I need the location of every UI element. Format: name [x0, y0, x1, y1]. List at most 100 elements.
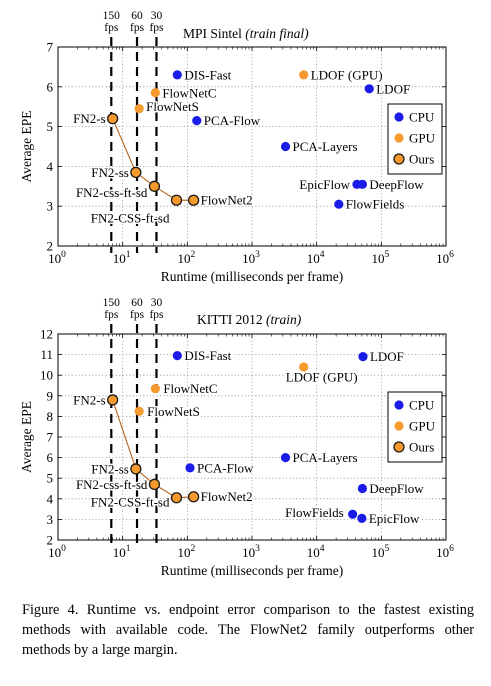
- x-tick-label: 103: [242, 544, 260, 560]
- x-tick-label: 104: [307, 544, 325, 560]
- data-point: [192, 116, 202, 126]
- fps-marker-value: 30: [151, 297, 163, 309]
- data-point: [357, 513, 367, 523]
- legend-marker: [393, 153, 405, 165]
- fps-marker-value: 30: [151, 10, 163, 22]
- y-tick-label: 5: [47, 471, 54, 486]
- fps-marker-unit: fps: [149, 309, 164, 321]
- data-point: [106, 112, 119, 125]
- y-tick-label: 3: [47, 199, 54, 214]
- point-label: DIS-Fast: [184, 348, 231, 363]
- point-label: EpicFlow: [369, 511, 420, 526]
- point-label: FN2-s: [73, 392, 106, 407]
- data-point: [364, 84, 374, 94]
- x-tick-label: 106: [436, 544, 454, 560]
- x-tick-label: 101: [113, 544, 131, 560]
- point-label: FN2-css-ft-sd: [76, 185, 148, 200]
- data-point: [357, 179, 368, 189]
- y-tick-label: 11: [40, 347, 53, 362]
- fps-marker-value: 60: [131, 10, 143, 22]
- y-tick-label: 7: [47, 430, 54, 445]
- legend-marker: [394, 112, 404, 122]
- x-axis-label: Runtime (milliseconds per frame): [161, 563, 344, 578]
- y-tick-label: 3: [47, 512, 54, 527]
- data-point: [134, 406, 144, 416]
- data-point: [357, 483, 368, 494]
- data-point: [172, 351, 182, 361]
- fps-marker-unit: fps: [104, 309, 119, 321]
- point-label: PCA-Layers: [293, 139, 358, 154]
- data-point: [148, 180, 161, 192]
- legend-label: CPU: [409, 110, 435, 125]
- point-label: DeepFlow: [369, 481, 424, 496]
- data-point: [150, 88, 160, 98]
- point-label: FlowNetS: [146, 99, 199, 114]
- legend: CPU GPU Ours: [387, 103, 443, 175]
- legend-label: CPU: [409, 398, 435, 413]
- point-label: FN2-CSS-ft-sd: [91, 211, 170, 226]
- series-ours: FN2-sFN2-ssFN2-css-ft-sdFN2-CSS-ft-sdFlo…: [72, 110, 254, 228]
- x-tick-label: 100: [48, 544, 66, 560]
- y-tick-label: 12: [40, 327, 53, 342]
- chart-panel-1: 100 101 102 103 104 105 106234567150fps60fps30…: [19, 10, 454, 284]
- fps-marker-unit: fps: [149, 22, 164, 34]
- legend-marker: [394, 421, 404, 431]
- data-point: [185, 463, 195, 473]
- axis-ticks: [57, 333, 447, 541]
- data-point: [130, 166, 142, 179]
- x-tick-label: 105: [371, 544, 389, 560]
- fps-marker-value: 150: [103, 10, 121, 22]
- data-point: [348, 509, 358, 519]
- point-label: LDOF (GPU): [286, 369, 358, 384]
- point-label: LDOF: [370, 349, 404, 364]
- y-tick-label: 6: [47, 79, 54, 94]
- legend: CPU GPU Ours: [387, 391, 443, 463]
- point-label: DIS-Fast: [184, 67, 231, 82]
- y-tick-label: 4: [47, 491, 54, 506]
- point-label: PCA-Flow: [204, 113, 261, 128]
- data-point: [187, 194, 200, 206]
- x-tick-label: 105: [371, 250, 389, 266]
- point-label: FlowNetC: [162, 85, 216, 100]
- fps-marker-unit: fps: [130, 309, 145, 321]
- point-label: FlowNetC: [163, 381, 217, 396]
- axis-ticks: [57, 46, 447, 247]
- legend-label: GPU: [409, 131, 436, 146]
- figure-canvas: 100 101 102 103 104 105 106234567150fps60fps30…: [19, 10, 454, 578]
- y-tick-label: 2: [47, 533, 54, 548]
- chart-title: KITTI 2012 (train): [197, 312, 302, 327]
- point-label: LDOF (GPU): [311, 67, 383, 82]
- data-point: [358, 352, 368, 362]
- y-tick-label: 9: [47, 388, 54, 403]
- fps-marker-unit: fps: [104, 22, 119, 34]
- point-label: FN2-s: [73, 111, 106, 126]
- point-label: FN2-ss: [91, 165, 129, 180]
- fps-marker-value: 150: [103, 297, 121, 309]
- data-point: [106, 394, 119, 406]
- point-label: FlowFields: [346, 197, 405, 212]
- y-tick-label: 7: [47, 40, 54, 55]
- x-tick-label: 102: [177, 544, 195, 560]
- y-tick-label: 5: [47, 119, 54, 134]
- fps-marker-value: 60: [131, 297, 143, 309]
- data-point: [299, 70, 309, 80]
- x-tick-label: 106: [436, 250, 454, 266]
- x-tick-label: 100: [48, 250, 66, 266]
- y-tick-label: 10: [40, 368, 53, 383]
- data-point: [170, 194, 183, 206]
- y-tick-label: 8: [47, 409, 54, 424]
- chart-title: MPI Sintel (train final): [183, 26, 309, 41]
- y-tick-label: 6: [47, 450, 54, 465]
- data-point: [334, 199, 344, 209]
- legend-label: GPU: [409, 419, 436, 434]
- point-label: PCA-Layers: [293, 450, 358, 465]
- legend-label: Ours: [409, 152, 434, 167]
- point-label: PCA-Flow: [197, 460, 254, 475]
- data-point: [170, 492, 183, 504]
- data-point: [299, 362, 309, 372]
- y-axis-label: Average EPE: [19, 401, 34, 473]
- y-axis-label: Average EPE: [19, 110, 34, 182]
